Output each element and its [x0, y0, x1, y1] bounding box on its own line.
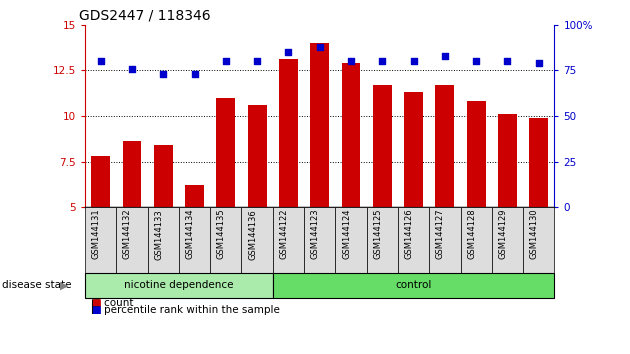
- Bar: [467, 101, 486, 207]
- Bar: [498, 114, 517, 207]
- Text: ■ count: ■ count: [91, 298, 134, 308]
- Bar: [185, 185, 204, 207]
- Text: GSM144136: GSM144136: [248, 209, 257, 259]
- Text: ■: ■: [91, 306, 101, 315]
- Bar: [404, 92, 423, 207]
- Point: [284, 49, 294, 55]
- Bar: [217, 98, 235, 207]
- Text: GSM144123: GSM144123: [311, 209, 320, 259]
- Text: GSM144128: GSM144128: [467, 209, 476, 259]
- Point: [190, 71, 200, 77]
- Text: disease state: disease state: [2, 280, 71, 290]
- Point: [377, 58, 387, 64]
- Point: [440, 53, 450, 59]
- Text: GSM144126: GSM144126: [404, 209, 413, 259]
- Text: nicotine dependence: nicotine dependence: [124, 280, 234, 290]
- Bar: [154, 145, 173, 207]
- Text: GDS2447 / 118346: GDS2447 / 118346: [79, 9, 210, 23]
- Text: GSM144125: GSM144125: [374, 209, 382, 259]
- Bar: [435, 85, 454, 207]
- Text: GSM144122: GSM144122: [280, 209, 289, 259]
- Point: [471, 58, 481, 64]
- Text: GSM144129: GSM144129: [498, 209, 508, 259]
- Point: [346, 58, 356, 64]
- Text: GSM144133: GSM144133: [154, 209, 163, 259]
- Bar: [373, 85, 392, 207]
- Bar: [341, 63, 360, 207]
- Text: GSM144134: GSM144134: [186, 209, 195, 259]
- Text: GSM144130: GSM144130: [530, 209, 539, 259]
- Text: GSM144131: GSM144131: [92, 209, 101, 259]
- Text: control: control: [396, 280, 432, 290]
- Point: [534, 60, 544, 66]
- Text: GSM144132: GSM144132: [123, 209, 132, 259]
- Point: [314, 44, 325, 50]
- Point: [502, 58, 512, 64]
- Text: ■ percentile rank within the sample: ■ percentile rank within the sample: [91, 306, 280, 315]
- Bar: [529, 118, 548, 207]
- Text: ▶: ▶: [60, 280, 68, 290]
- Point: [408, 58, 418, 64]
- Point: [127, 66, 137, 72]
- Point: [158, 71, 168, 77]
- Bar: [123, 142, 141, 207]
- Bar: [91, 156, 110, 207]
- Point: [220, 58, 231, 64]
- Bar: [279, 59, 298, 207]
- Text: GSM144135: GSM144135: [217, 209, 226, 259]
- Point: [252, 58, 262, 64]
- Bar: [248, 105, 266, 207]
- Text: GSM144127: GSM144127: [436, 209, 445, 259]
- Point: [96, 58, 106, 64]
- Bar: [311, 43, 329, 207]
- Text: GSM144124: GSM144124: [342, 209, 351, 259]
- Text: ■: ■: [91, 298, 101, 308]
